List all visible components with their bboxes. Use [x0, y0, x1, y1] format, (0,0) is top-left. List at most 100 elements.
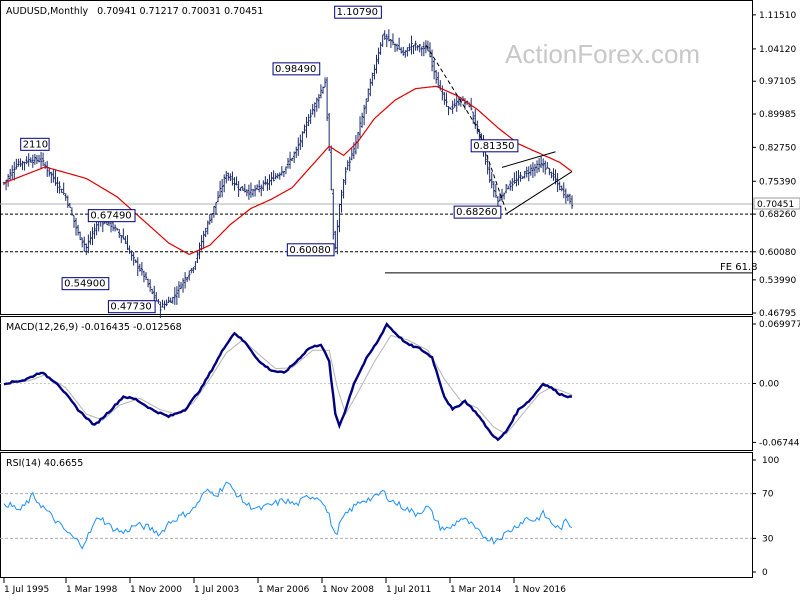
- price-bar: [262, 180, 265, 191]
- price-bar: [342, 179, 345, 199]
- price-bar: [327, 113, 331, 152]
- price-bar: [150, 288, 154, 295]
- price-bar: [523, 170, 526, 179]
- price-bar: [550, 171, 553, 179]
- price-bar: [406, 47, 409, 57]
- price-bar: [257, 180, 261, 193]
- price-bar: [381, 34, 384, 47]
- price-bar: [235, 176, 238, 186]
- price-bar: [492, 181, 495, 198]
- callout-1.10790: 1.10790: [334, 5, 382, 19]
- price-bar: [169, 297, 172, 304]
- price-bar: [315, 97, 319, 112]
- price-tick-label: 1.04120: [759, 45, 796, 55]
- price-bar: [414, 40, 417, 51]
- price-bar: [142, 270, 146, 283]
- price-bar: [525, 166, 528, 178]
- price-bar: [54, 169, 57, 186]
- wedge-lower-line: [505, 171, 573, 215]
- price-bar: [132, 251, 135, 266]
- price-bar: [519, 171, 522, 182]
- price-bar: [371, 72, 374, 86]
- price-bar: [391, 33, 395, 46]
- price-bar: [6, 174, 10, 187]
- price-bar: [25, 156, 28, 165]
- price-tick-label: 0.60080: [759, 248, 796, 258]
- price-bar: [369, 78, 372, 97]
- price-bar: [535, 160, 539, 174]
- price-bar: [422, 41, 426, 57]
- price-bar: [311, 103, 314, 115]
- price-bar: [136, 257, 139, 277]
- price-bar: [239, 187, 242, 191]
- price-bar: [56, 176, 59, 194]
- price-bar: [23, 161, 26, 171]
- macd-title: MACD(12,26,9) -0.016435 -0.012568: [6, 322, 182, 333]
- current-price-tag: 0.70451: [753, 197, 800, 210]
- price-bar: [562, 182, 565, 199]
- price-bar: [325, 77, 329, 122]
- rsi-tick-label: 70: [762, 490, 774, 500]
- price-bar: [37, 154, 41, 163]
- price-bar: [74, 217, 78, 236]
- price-bar: [509, 180, 512, 191]
- price-bar: [196, 250, 199, 263]
- price-bar: [517, 170, 520, 186]
- callout-0.60080: 0.60080: [286, 243, 335, 257]
- price-bar: [286, 157, 290, 169]
- callout-text: 0.60080: [289, 245, 330, 256]
- x-tick-label: 1 Jul 2011: [386, 585, 431, 595]
- price-bar: [192, 267, 195, 274]
- price-bar: [548, 167, 551, 176]
- price-bar: [146, 278, 150, 288]
- x-tick-label: 1 Mar 2006: [258, 585, 310, 595]
- price-bar: [533, 163, 537, 177]
- price-bar: [8, 168, 12, 181]
- ohlc-label: 0.70941 0.71217 0.70031 0.70451: [97, 6, 263, 17]
- price-bar: [249, 182, 253, 198]
- rsi-panel[interactable]: [0, 452, 753, 578]
- price-bar: [455, 93, 458, 112]
- price-bar: [15, 158, 18, 170]
- price-bar: [428, 42, 432, 58]
- price-bar: [208, 214, 211, 225]
- price-bar: [81, 237, 84, 248]
- price-bar: [288, 151, 292, 169]
- price-bar: [570, 195, 574, 209]
- price-bar: [29, 157, 32, 163]
- price-bar: [494, 183, 498, 198]
- price-bar: [167, 296, 170, 304]
- price-bar: [274, 173, 277, 180]
- price-bar: [282, 170, 286, 178]
- price-bar: [299, 134, 302, 150]
- callout-text: 0.68260: [456, 207, 497, 218]
- price-bar: [17, 158, 20, 167]
- price-callouts: 1.10790 0.98490 0.81350 0.68260 0.60080 0.674…: [20, 5, 519, 314]
- callout-text: 0.54900: [64, 279, 105, 290]
- price-bar: [344, 167, 347, 185]
- price-bar: [140, 262, 144, 276]
- callout-text: 0.47730: [110, 302, 151, 313]
- price-bar: [365, 98, 368, 114]
- price-bar: [39, 151, 43, 170]
- price-bar: [268, 174, 271, 191]
- rsi-line: [3, 481, 573, 550]
- callout-text: 0.81350: [473, 141, 514, 152]
- price-bar: [272, 170, 275, 182]
- price-bar: [175, 286, 179, 305]
- price-bar: [255, 184, 259, 190]
- price-bar: [402, 46, 405, 56]
- fe-label: FE 61.8: [720, 262, 758, 273]
- price-bar: [539, 156, 543, 169]
- price-bar: [373, 64, 376, 80]
- price-bar: [243, 183, 246, 193]
- x-tick-label: 1 Jul 2003: [194, 585, 239, 595]
- price-tick-label: 0.89985: [759, 110, 796, 120]
- price-panel[interactable]: [0, 0, 753, 315]
- price-bar: [198, 242, 201, 260]
- price-bar: [204, 227, 207, 238]
- callout-0.81350: 0.81350: [470, 139, 519, 153]
- price-bar: [502, 192, 506, 200]
- price-bar: [13, 161, 16, 181]
- price-bar: [206, 220, 209, 235]
